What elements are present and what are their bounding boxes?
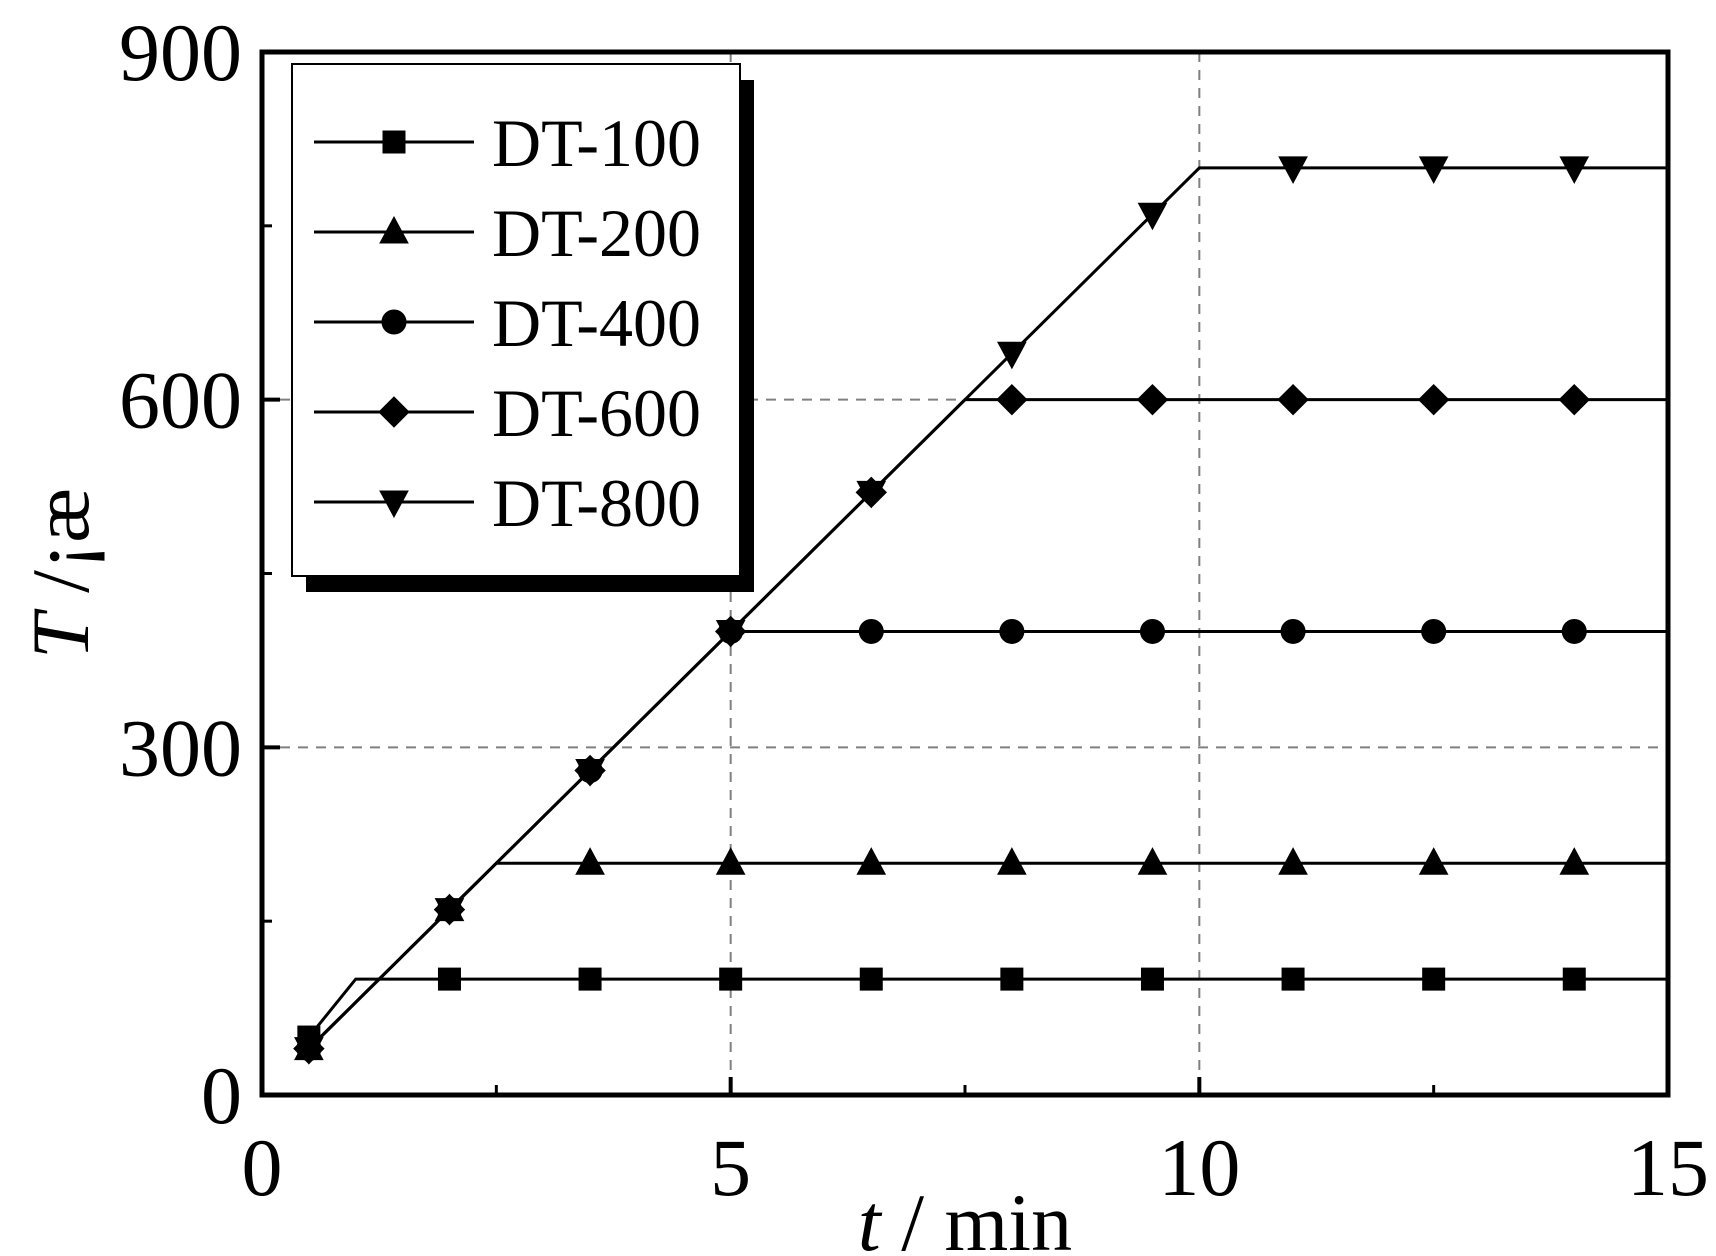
y-axis-symbol: T (15, 608, 106, 659)
data-point (1421, 618, 1447, 644)
y-axis-title: T /¡æ (15, 488, 106, 659)
data-point (1559, 847, 1590, 875)
legend-item-dt-400: DT-400 (314, 285, 701, 361)
legend-item-dt-600: DT-600 (314, 375, 701, 451)
legend-marker (382, 130, 406, 154)
data-point (856, 480, 887, 509)
legend-item-dt-100: DT-100 (314, 105, 701, 181)
data-point (1136, 383, 1169, 416)
data-point (1558, 383, 1590, 416)
data-point (1418, 156, 1449, 184)
data-point (856, 847, 887, 875)
data-point (1422, 967, 1446, 991)
series-line (307, 977, 1668, 1038)
x-tick-label: 15 (1627, 1122, 1709, 1213)
data-point (1418, 847, 1449, 875)
data-point (1417, 383, 1450, 416)
x-axis-title: t / min (858, 1177, 1072, 1256)
data-point (715, 619, 746, 648)
data-point (859, 967, 883, 991)
data-point (1137, 847, 1168, 875)
legend: DT-100 DT-200 DT-400 DT-600 DT-800 (291, 63, 754, 592)
legend-label: DT-600 (492, 375, 701, 451)
legend-item-dt-200: DT-200 (314, 195, 701, 271)
series-dt-200 (294, 847, 1668, 1061)
data-point (715, 847, 746, 875)
data-point (1139, 618, 1165, 644)
data-point (437, 967, 461, 991)
series-layer (293, 156, 1668, 1065)
y-tick-label: 900 (119, 7, 242, 98)
data-point (719, 967, 743, 991)
data-point (1000, 967, 1024, 991)
data-point (1281, 967, 1305, 991)
legend-item-dt-800: DT-800 (314, 465, 701, 541)
data-point (1280, 618, 1306, 644)
legend-label: DT-200 (492, 195, 701, 271)
data-point (575, 847, 605, 875)
legend-box (291, 63, 741, 577)
y-tick-label: 0 (201, 1050, 242, 1141)
x-tick-label: 0 (242, 1122, 283, 1213)
data-point (1562, 967, 1586, 991)
legend-label: DT-100 (492, 105, 701, 181)
data-point (1277, 383, 1309, 416)
data-point (997, 847, 1027, 875)
series-line (307, 861, 1668, 1050)
series-line (307, 629, 1668, 1050)
data-point (997, 341, 1027, 370)
legend-marker (378, 396, 410, 428)
y-tick-label: 300 (119, 702, 242, 793)
series-dt-800 (294, 156, 1668, 1065)
data-point (294, 1037, 324, 1065)
series-dt-100 (297, 967, 1668, 1049)
legend-label: DT-800 (492, 465, 701, 541)
data-point (578, 967, 602, 991)
x-axis-symbol: t (858, 1177, 883, 1256)
series-dt-400 (296, 618, 1668, 1062)
data-point (1278, 847, 1308, 875)
data-point (1140, 967, 1164, 991)
y-tick-label: 600 (119, 355, 242, 446)
data-point (996, 383, 1028, 416)
data-point (999, 618, 1025, 644)
legend-marker (381, 309, 407, 335)
legend-marker (379, 215, 409, 244)
series-line (307, 166, 1668, 1050)
axis-ticks: 0 5 10 15 0 300 600 900 (119, 7, 1709, 1213)
legend-label: DT-400 (492, 285, 701, 361)
data-point (1137, 202, 1168, 231)
data-point (1561, 618, 1587, 644)
data-point (1278, 156, 1308, 184)
data-point (1559, 156, 1590, 184)
x-tick-label: 5 (710, 1122, 751, 1213)
x-tick-label: 10 (1158, 1122, 1240, 1213)
legend-marker (379, 490, 409, 519)
data-point (575, 759, 605, 787)
data-point (434, 898, 465, 926)
x-axis-unit: / min (881, 1177, 1072, 1256)
data-point (858, 618, 884, 644)
y-axis-unit: /¡æ (15, 488, 106, 613)
